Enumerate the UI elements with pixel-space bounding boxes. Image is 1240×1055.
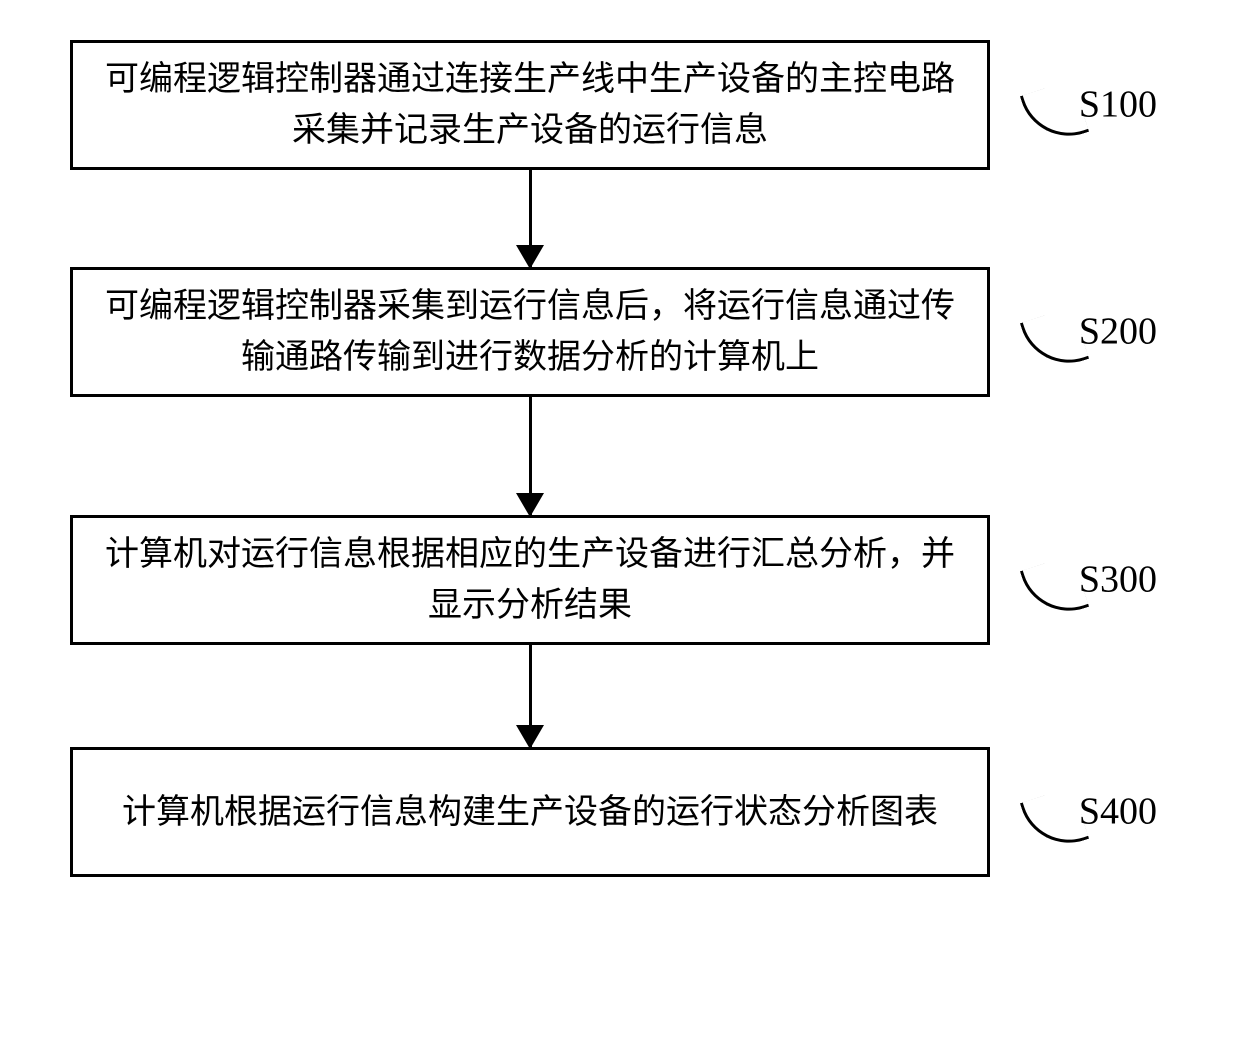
arrow-head-1	[516, 245, 544, 269]
step-label-2: S200	[1079, 304, 1157, 361]
step-text-1: 可编程逻辑控制器通过连接生产线中生产设备的主控电路采集并记录生产设备的运行信息	[103, 54, 957, 156]
arrow-2	[70, 397, 990, 515]
step-label-1: S100	[1079, 77, 1157, 134]
arrow-1	[70, 170, 990, 267]
flowchart-container: 可编程逻辑控制器通过连接生产线中生产设备的主控电路采集并记录生产设备的运行信息 …	[0, 0, 1240, 917]
step-box-1: 可编程逻辑控制器通过连接生产线中生产设备的主控电路采集并记录生产设备的运行信息 …	[70, 40, 990, 170]
step-box-2: 可编程逻辑控制器采集到运行信息后，将运行信息通过传输通路传输到进行数据分析的计算…	[70, 267, 990, 397]
step-label-3: S300	[1079, 552, 1157, 609]
arrow-3	[70, 645, 990, 747]
arrow-head-2	[516, 493, 544, 517]
step-box-3: 计算机对运行信息根据相应的生产设备进行汇总分析，并显示分析结果 S300	[70, 515, 990, 645]
arrow-head-3	[516, 725, 544, 749]
step-box-4: 计算机根据运行信息构建生产设备的运行状态分析图表 S400	[70, 747, 990, 877]
step-text-4: 计算机根据运行信息构建生产设备的运行状态分析图表	[122, 787, 938, 838]
step-text-2: 可编程逻辑控制器采集到运行信息后，将运行信息通过传输通路传输到进行数据分析的计算…	[103, 281, 957, 383]
step-label-4: S400	[1079, 784, 1157, 841]
step-text-3: 计算机对运行信息根据相应的生产设备进行汇总分析，并显示分析结果	[103, 529, 957, 631]
